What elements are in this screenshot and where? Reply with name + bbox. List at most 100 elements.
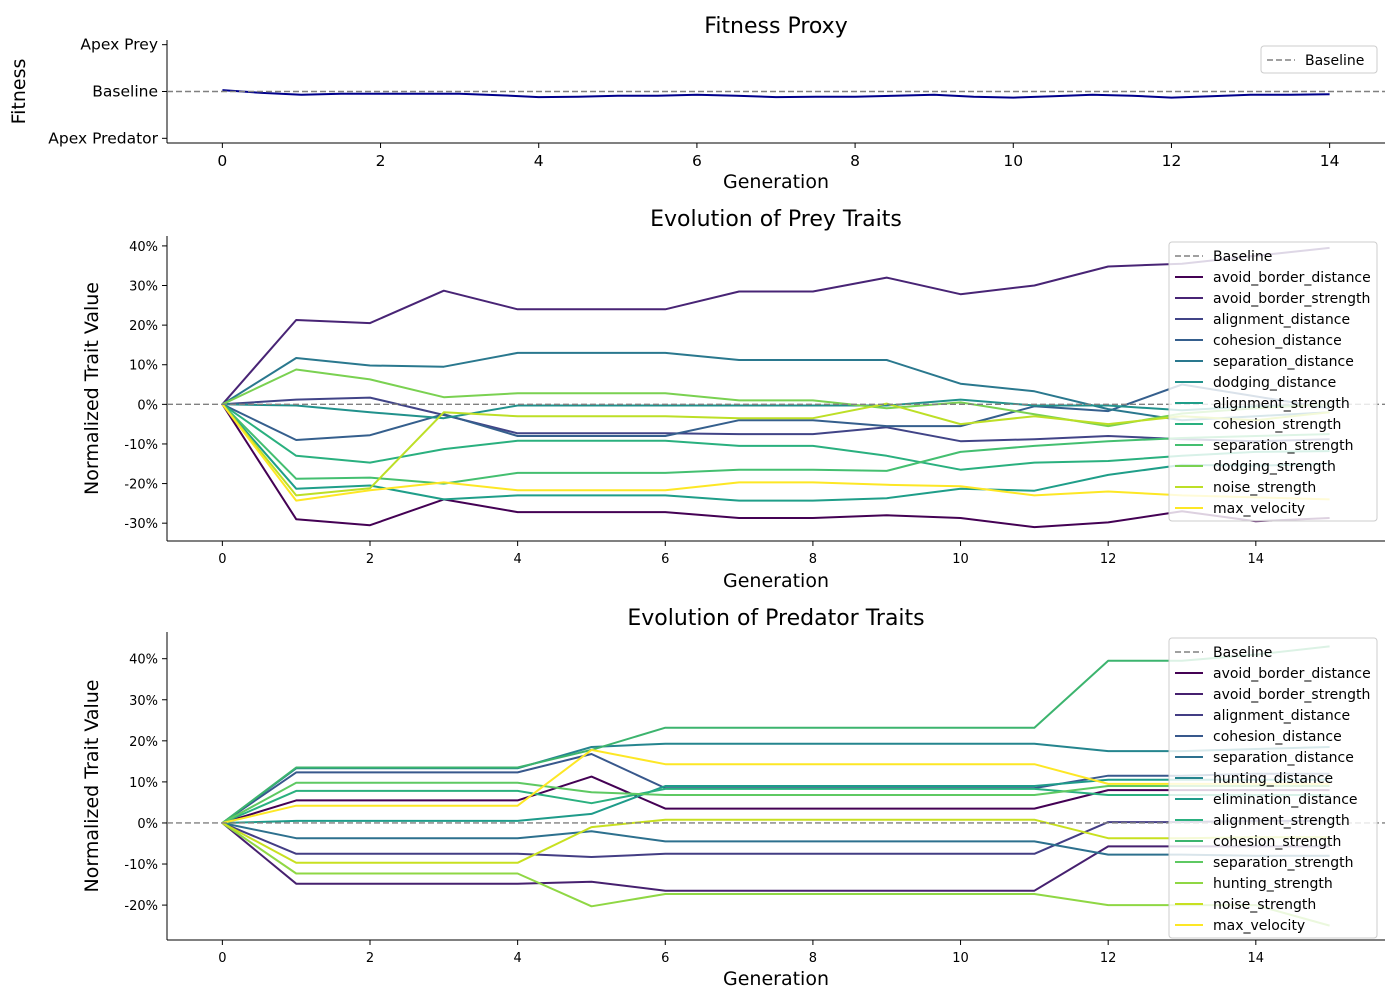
series-line-noise_strength [221,402,1330,497]
legend: Baseline avoid_border_distance avoid_borde… [1168,241,1378,522]
x-tick-label: 2 [376,152,386,170]
x-tick-label: 4 [513,552,521,567]
legend-label: max_velocity [1213,501,1305,517]
x-tick-label: 8 [850,152,860,170]
legend-label: Baseline [1213,645,1272,661]
legend-label: separation_strength [1213,438,1354,454]
y-axis-label: Normalized Trait Value [81,680,103,893]
series-line-noise_strength [221,818,1330,864]
x-tick-label: 10 [952,951,969,966]
x-tick-label: 10 [1003,152,1023,170]
legend-label: Baseline [1213,249,1272,265]
y-tick-label: -10% [124,858,158,873]
y-tick-label: Apex Prey [80,36,158,54]
y-tick-label: -20% [124,478,158,493]
x-tick-label: 12 [1100,552,1117,567]
x-tick-label: 6 [661,552,669,567]
legend-label: cohesion_distance [1213,333,1342,349]
y-tick-label: -30% [124,517,158,532]
series-line-cohesion_distance [221,383,1330,441]
series-line-alignment_distance [222,396,1330,443]
y-tick-label: 10% [129,776,158,791]
series-line-hunting_strength [221,822,1330,927]
x-tick-label: 14 [1248,552,1265,567]
legend-label: hunting_distance [1213,771,1333,787]
series-line-avoid_border_distance [221,403,1330,529]
legend-label: separation_distance [1213,750,1354,766]
x-tick-label: 6 [661,951,669,966]
y-tick-label: 40% [129,240,158,255]
series-line-dodging_distance [222,398,1330,420]
chart-prey: Evolution of Prey Traits 0 2 4 6 8 10 12 14 40% 30… [81,207,1385,592]
legend-label: max_velocity [1213,918,1305,934]
legend-label: avoid_border_distance [1213,666,1371,682]
legend-label: dodging_strength [1213,459,1336,475]
x-tick-label: 0 [218,552,226,567]
y-tick-label: 20% [129,319,158,334]
y-tick-label: 0% [137,817,158,832]
chart-title: Evolution of Predator Traits [627,606,924,631]
series-line-alignment_strength [221,403,1330,502]
legend-label: alignment_strength [1213,813,1350,829]
x-tick-label: 12 [1162,152,1182,170]
y-tick-label: 30% [129,694,158,709]
x-axis-label: Generation [723,570,829,592]
series-line-cohesion_strength [221,645,1330,824]
legend: Baseline avoid_border_distance avoid_borde… [1168,637,1378,939]
legend-label: dodging_distance [1213,375,1336,391]
series-line-separation_distance [221,351,1330,422]
legend: Baseline [1260,45,1378,74]
legend-label: separation_distance [1213,354,1354,370]
series-line-elimination_distance [222,778,1330,824]
x-axis-label: Generation [723,968,829,990]
x-tick-label: 6 [692,152,702,170]
x-tick-label: 8 [809,552,817,567]
series-group [222,89,1330,99]
x-tick-label: 10 [952,552,969,567]
x-tick-label: 2 [366,951,374,966]
legend-label: alignment_distance [1213,312,1350,328]
x-tick-label: 4 [534,152,544,170]
legend-label: noise_strength [1213,897,1316,913]
x-axis-label: Generation [723,171,829,193]
legend-box [1168,637,1378,939]
chart-pred: Evolution of Predator Traits 0 2 4 6 8 10 12 14 4… [81,606,1385,990]
legend-label: avoid_border_distance [1213,270,1371,286]
series-group [221,246,1330,529]
series-line-avoid_border_strength [221,822,1330,892]
y-tick-label: 10% [129,359,158,374]
legend-label: alignment_distance [1213,708,1350,724]
y-tick-label: 20% [129,735,158,750]
legend-box [1168,241,1378,522]
y-tick-label: 40% [129,653,158,668]
y-axis-label: Fitness [8,59,30,125]
legend-label: cohesion_strength [1213,834,1341,850]
series-line-avoid_border_distance [222,775,1330,824]
legend-label: cohesion_strength [1213,417,1341,433]
x-tick-label: 8 [809,951,817,966]
y-tick-label: -20% [124,899,158,914]
legend-label: separation_strength [1213,855,1354,871]
series-line-alignment_strength [222,787,1330,824]
series-line-max_velocity [222,748,1330,824]
x-tick-label: 4 [513,951,521,966]
series-line-avoid_border_strength [221,246,1330,405]
x-tick-label: 0 [218,951,226,966]
legend-box [1260,45,1378,74]
y-tick-label: Apex Predator [48,129,158,147]
y-tick-label: Baseline [92,83,158,101]
x-tick-label: 12 [1100,951,1117,966]
legend-label: cohesion_distance [1213,729,1342,745]
series-line-separation_strength [221,781,1330,824]
series-line-separation_strength [221,403,1330,485]
legend-label: elimination_distance [1213,792,1358,808]
legend-label: hunting_strength [1213,876,1333,892]
series-line-max_velocity [221,403,1330,502]
series-line-alignment_distance [222,819,1330,858]
y-axis-label: Normalized Trait Value [81,282,103,495]
x-tick-label: 2 [366,552,374,567]
series-line-separation_distance [222,822,1330,857]
chart-title: Evolution of Prey Traits [650,207,902,232]
series-line-fitness [222,89,1330,99]
